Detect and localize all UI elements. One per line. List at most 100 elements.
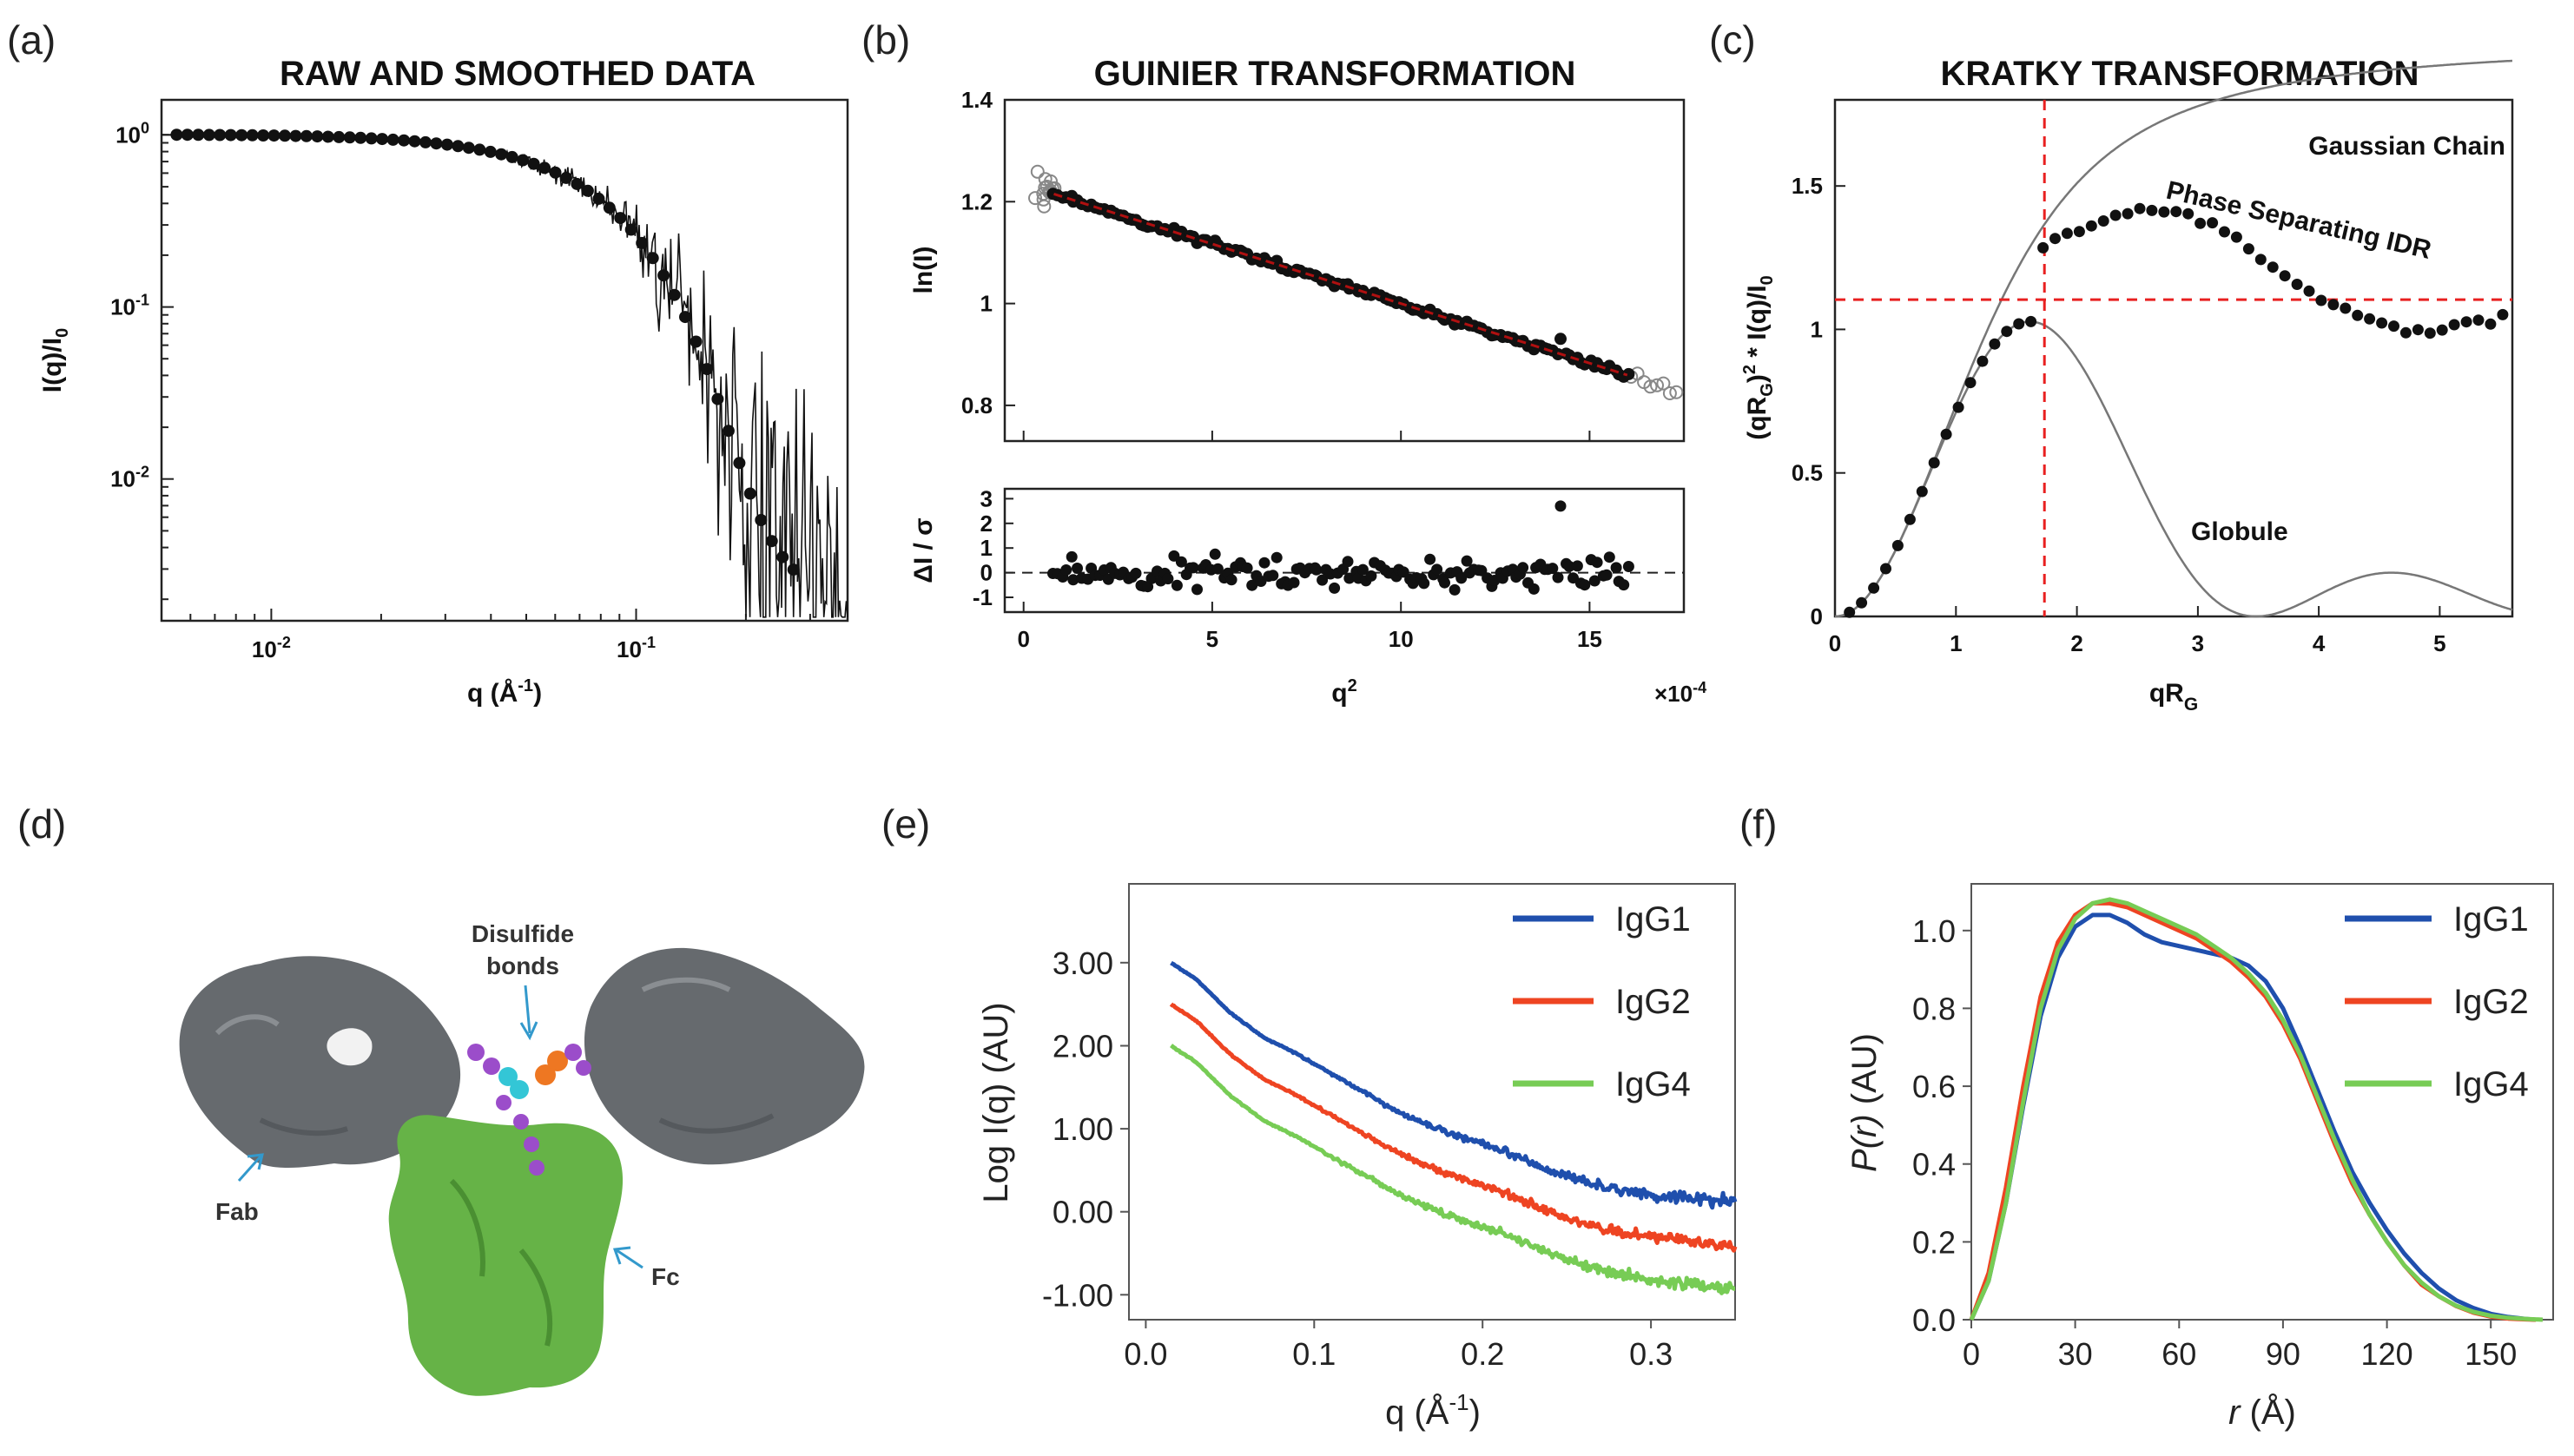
fit-point xyxy=(1622,367,1635,380)
x-tick-label: 0.2 xyxy=(1461,1336,1504,1372)
globule-curve xyxy=(1834,320,2513,618)
y-axis-label-f: P(r) (AU) xyxy=(1845,1033,1884,1172)
smoothed-point xyxy=(430,137,443,150)
excluded-point xyxy=(1656,376,1671,391)
plot-frame-c xyxy=(1833,98,2514,618)
smoothed-point xyxy=(527,157,540,170)
disulfide-arrow xyxy=(524,985,531,1034)
idr-point xyxy=(2025,315,2037,327)
residual-point xyxy=(1066,550,1078,563)
smoothed-point xyxy=(257,129,270,142)
smoothed-point xyxy=(701,363,713,376)
x-tick-label: 3 xyxy=(2192,630,2204,656)
residual-point xyxy=(1591,557,1603,569)
smoothed-point xyxy=(419,135,432,148)
idr-point xyxy=(2388,320,2399,333)
y-tick-label: 2.00 xyxy=(1053,1029,1113,1064)
idr-point xyxy=(2364,313,2376,325)
idr-point xyxy=(2219,226,2230,238)
y-tick-label: 0.6 xyxy=(1912,1069,1956,1104)
residual-point xyxy=(1162,573,1174,585)
tick-layer-c: 0 1 2 3 4 5 0 0.5 1 1.5 xyxy=(1792,173,2446,656)
idr-point xyxy=(2146,204,2158,216)
smoothed-point xyxy=(398,134,411,147)
excluded-point xyxy=(1030,164,1045,179)
chart-f: 0 30 60 90 120 150 0.0 0.2 0.4 0.6 0.8 1.0 IgG1 IgG2… xyxy=(1845,883,2554,1432)
idr-point xyxy=(2134,202,2146,214)
y-tick-label: 1.00 xyxy=(1053,1111,1113,1147)
legend-label: IgG4 xyxy=(1615,1065,1691,1104)
smoothed-point xyxy=(690,335,703,348)
smoothed-point xyxy=(333,130,346,143)
smoothed-point xyxy=(267,129,280,142)
smoothed-point xyxy=(711,392,724,405)
idr-point xyxy=(2497,308,2509,320)
smoothed-point xyxy=(592,192,605,205)
residual-point xyxy=(1317,574,1329,586)
x-tick-label: 120 xyxy=(2361,1336,2413,1372)
smoothed-point xyxy=(538,161,551,175)
residual-point xyxy=(1588,575,1600,587)
idr-point xyxy=(2327,299,2340,311)
chart-e: 0.0 0.1 0.2 0.3-1.000.001.002.003.00 IgG1Ig… xyxy=(977,883,1738,1432)
residual-point xyxy=(1622,561,1634,572)
residual-point xyxy=(1603,551,1615,563)
idr-point xyxy=(2448,319,2460,331)
x-axis-label-f: r (Å) xyxy=(2228,1393,2296,1432)
excluded-point xyxy=(1662,386,1677,400)
residual-point xyxy=(1310,563,1323,576)
idr-point xyxy=(1952,401,1964,413)
residual-tick-label: 1 xyxy=(980,535,993,561)
idr-point xyxy=(1964,377,1977,389)
smoothed-point xyxy=(408,135,421,148)
legend-label: IgG1 xyxy=(2453,900,2529,939)
fc-domain xyxy=(388,1115,624,1396)
panel-label-f: (f) xyxy=(1739,801,1777,847)
smoothed-point xyxy=(214,128,227,142)
residual-point xyxy=(1211,563,1224,575)
smoothed-point xyxy=(235,128,248,142)
residual-point xyxy=(1418,577,1430,590)
x-tick-label: 0.0 xyxy=(1124,1336,1167,1372)
chart-c: 0 1 2 3 4 500.511.5 Gaussian Chain Phase Sepa… xyxy=(1740,59,2514,715)
idr-point xyxy=(2085,220,2097,232)
x-tick-label: 150 xyxy=(2465,1336,2517,1372)
idr-point xyxy=(2424,327,2436,339)
smoothed-point xyxy=(170,128,183,142)
smoothed-point xyxy=(321,130,334,143)
tick-layer-f: 0 30 60 90 120 150 0.0 0.2 0.4 0.6 0.8 1.0 xyxy=(1912,913,2517,1372)
residual-point xyxy=(1171,579,1183,591)
x-tick-label: 10-2 xyxy=(252,634,291,662)
idr-point xyxy=(1904,513,1916,525)
idr-point xyxy=(2109,209,2122,221)
y-tick-label: 0.8 xyxy=(961,392,993,418)
idr-point xyxy=(2485,318,2497,330)
smoothed-point xyxy=(300,129,313,142)
y-tick-label: 100 xyxy=(116,119,149,148)
smoothed-point xyxy=(614,212,627,225)
idr-point xyxy=(2412,324,2424,336)
residual-point xyxy=(1461,555,1473,567)
smoothed-point xyxy=(624,223,637,236)
idr-point xyxy=(1880,563,1891,575)
residual-point xyxy=(1449,583,1461,596)
residual-point xyxy=(1342,556,1354,568)
x-tick-label: 10-1 xyxy=(617,634,656,662)
x-tick-label: 0.3 xyxy=(1629,1336,1673,1372)
idr-point xyxy=(2073,226,2085,238)
smoothed-point xyxy=(722,425,735,438)
smoothed-point xyxy=(181,128,194,142)
smoothed-point xyxy=(743,487,756,500)
raw-data-line xyxy=(162,134,848,618)
residual-point xyxy=(1571,560,1583,572)
x-axis-label-e: q (Å-1) xyxy=(1385,1389,1481,1432)
x-tick-label: 15 xyxy=(1577,626,1602,652)
smoothed-point xyxy=(354,131,367,144)
idr-point xyxy=(2279,270,2291,282)
residual-frame-b xyxy=(1003,487,1686,614)
residual-point xyxy=(1618,579,1630,591)
y-tick-label: 0.8 xyxy=(1912,991,1956,1026)
idr-point xyxy=(2340,302,2352,314)
